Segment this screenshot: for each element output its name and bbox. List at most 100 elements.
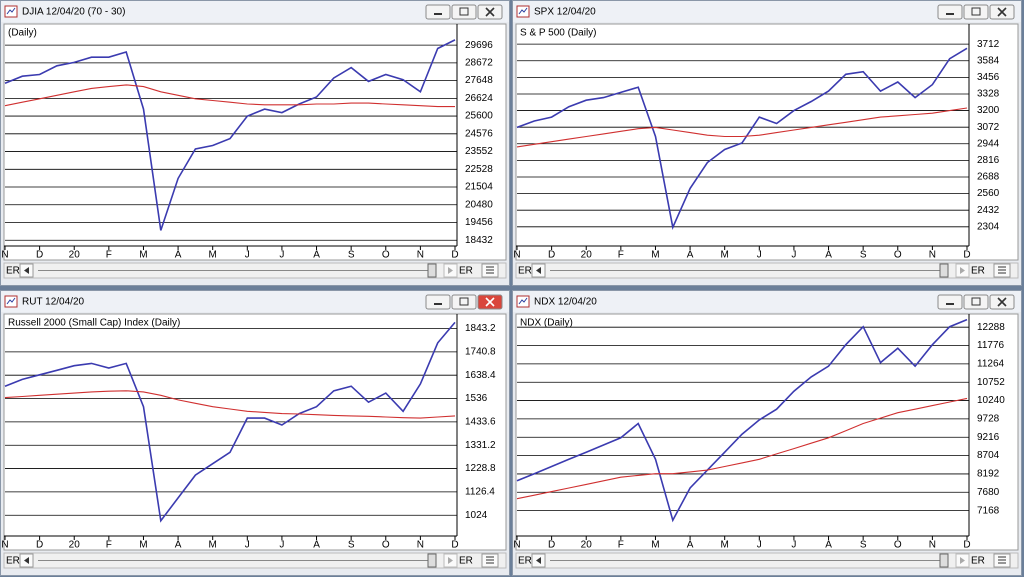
x-tick-label: J [279, 540, 284, 551]
y-tick-label: 1740.8 [465, 346, 496, 357]
y-tick-label: 1843.2 [465, 323, 496, 334]
close-glyph [997, 7, 1007, 17]
price-line [4, 39, 456, 231]
scroll-label: ER [6, 556, 20, 567]
chart-window: SPX 12/04/20 2304 2432 2560 2688 2816 2944 3072… [512, 0, 1022, 286]
maximize-button[interactable] [963, 4, 989, 20]
x-tick-label: S [348, 250, 355, 261]
chart-background [3, 313, 507, 551]
window-icon-line [518, 7, 528, 15]
x-tick-label: J [279, 250, 284, 261]
minimize-glyph [946, 13, 954, 15]
y-tick-label: 1331.2 [465, 440, 496, 451]
title-bar [513, 1, 1021, 22]
minimize-glyph [434, 303, 442, 305]
x-tick-label: S [348, 540, 355, 551]
x-tick-label: J [791, 540, 796, 551]
chart-title: Russell 2000 (Small Cap) Index (Daily) [8, 318, 180, 329]
maximize-glyph [459, 7, 469, 16]
y-tick-label: 2688 [977, 172, 1000, 183]
x-tick-label: D [963, 540, 970, 551]
x-tick-label: D [963, 250, 970, 261]
x-tick-label: N [417, 540, 424, 551]
x-tick-label: D [548, 540, 555, 551]
price-line [516, 47, 968, 230]
minimize-button[interactable] [937, 4, 963, 20]
y-tick-label: 21504 [465, 182, 493, 193]
chart-background [515, 23, 1019, 261]
x-tick-label: A [825, 540, 832, 551]
x-tick-label: A [175, 540, 182, 551]
y-tick-label: 19456 [465, 217, 493, 228]
chart-title: NDX (Daily) [520, 318, 573, 329]
scroll-thumb[interactable] [427, 553, 437, 568]
x-tick-label: A [687, 540, 694, 551]
scroll-right-glyph [448, 557, 453, 564]
y-tick-label: 12288 [977, 322, 1005, 333]
maximize-button[interactable] [451, 294, 477, 310]
close-glyph [485, 7, 495, 17]
minimize-button[interactable] [937, 294, 963, 310]
x-tick-label: J [757, 250, 762, 261]
window-title: NDX 12/04/20 [534, 297, 597, 308]
chart-window: RUT 12/04/20 1024 1126.4 1228.8 1331.2 1433.6… [0, 290, 510, 576]
close-glyph [997, 297, 1007, 307]
x-tick-label: D [36, 540, 43, 551]
y-tick-label: 11776 [977, 340, 1005, 351]
close-glyph [485, 297, 495, 307]
x-tick-label: 20 [69, 540, 81, 551]
maximize-button[interactable] [963, 294, 989, 310]
x-tick-label: S [860, 540, 867, 551]
x-tick-label: J [245, 540, 250, 551]
y-tick-label: 23552 [465, 146, 493, 157]
y-tick-label: 3072 [977, 122, 1000, 133]
scroll-right-glyph [448, 267, 453, 274]
moving-average-line [516, 397, 968, 500]
x-tick-label: M [139, 540, 147, 551]
x-tick-label: F [618, 540, 624, 551]
x-tick-label: A [313, 540, 320, 551]
scroll-label: ER [459, 266, 473, 277]
maximize-glyph [459, 297, 469, 306]
x-tick-label: M [209, 540, 217, 551]
x-tick-label: M [651, 250, 659, 261]
x-tick-label: N [513, 540, 520, 551]
scroll-thumb[interactable] [939, 263, 949, 278]
minimize-button[interactable] [425, 4, 451, 20]
y-tick-label: 1536 [465, 393, 488, 404]
window-title: RUT 12/04/20 [22, 297, 85, 308]
scroll-left-glyph [536, 557, 541, 564]
price-line [516, 318, 968, 523]
x-tick-label: J [757, 540, 762, 551]
scroll-thumb[interactable] [939, 553, 949, 568]
scroll-label: ER [518, 266, 532, 277]
x-tick-label: J [245, 250, 250, 261]
x-tick-label: N [929, 250, 936, 261]
minimize-glyph [434, 13, 442, 15]
x-tick-label: S [860, 250, 867, 261]
x-tick-label: M [139, 250, 147, 261]
moving-average-line [4, 390, 456, 419]
chart-background [3, 23, 507, 261]
y-tick-label: 2816 [977, 155, 1000, 166]
scroll-thumb[interactable] [427, 263, 437, 278]
y-tick-label: 7680 [977, 487, 1000, 498]
scroll-right-glyph [960, 557, 965, 564]
x-tick-label: N [1, 250, 8, 261]
scroll-label: ER [971, 556, 985, 567]
y-tick-label: 1024 [465, 510, 488, 521]
minimize-glyph [946, 303, 954, 305]
scroll-label: ER [518, 556, 532, 567]
x-tick-label: N [929, 540, 936, 551]
x-tick-label: O [894, 250, 902, 261]
y-tick-label: 1433.6 [465, 417, 496, 428]
x-tick-label: 20 [69, 250, 81, 261]
minimize-button[interactable] [425, 294, 451, 310]
maximize-button[interactable] [451, 4, 477, 20]
y-tick-label: 25600 [465, 111, 493, 122]
x-tick-label: N [513, 250, 520, 261]
y-tick-label: 18432 [465, 235, 493, 246]
y-tick-label: 3328 [977, 89, 1000, 100]
y-tick-label: 8192 [977, 469, 1000, 480]
